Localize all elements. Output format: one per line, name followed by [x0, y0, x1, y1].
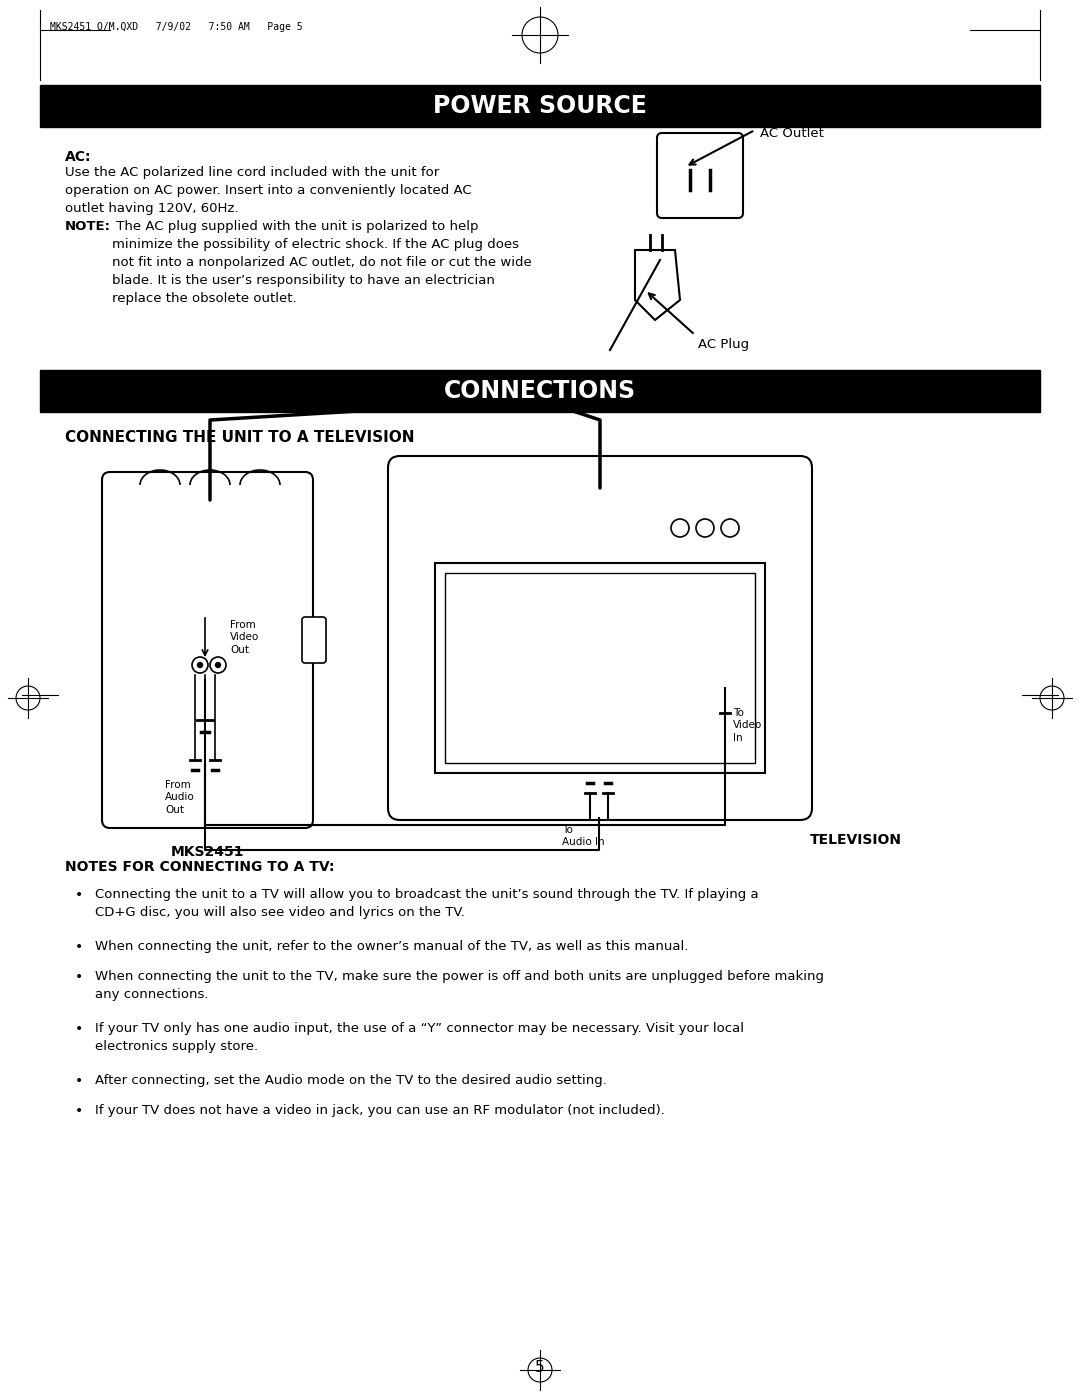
Bar [445, 573, 755, 763]
Bar [435, 563, 765, 773]
FancyBboxPatch shape [102, 472, 313, 828]
Text: After connecting, set the Audio mode on the TV to the desired audio setting.: After connecting, set the Audio mode on … [95, 1074, 607, 1087]
Text: To
Audio In: To Audio In [562, 826, 605, 848]
Text: MKS2451 O/M.QXD   7/9/02   7:50 AM   Page 5: MKS2451 O/M.QXD 7/9/02 7:50 AM Page 5 [50, 22, 302, 32]
Text: •: • [75, 888, 83, 902]
Text: •: • [75, 940, 83, 954]
Circle shape [216, 662, 220, 668]
Text: When connecting the unit, refer to the owner’s manual of the TV, as well as this: When connecting the unit, refer to the o… [95, 940, 688, 953]
Text: To
Video
In: To Video In [733, 708, 762, 743]
Text: From
Video
Out: From Video Out [230, 620, 259, 655]
Text: 5: 5 [536, 1361, 544, 1375]
Text: The AC plug supplied with the unit is polarized to help
minimize the possibility: The AC plug supplied with the unit is po… [112, 219, 531, 305]
FancyBboxPatch shape [388, 455, 812, 820]
Bar [40, 370, 1040, 412]
Bar [40, 85, 1040, 127]
Circle shape [198, 662, 203, 668]
Text: POWER SOURCE: POWER SOURCE [433, 94, 647, 117]
Text: NOTE:: NOTE: [65, 219, 111, 233]
Text: If your TV does not have a video in jack, you can use an RF modulator (not inclu: If your TV does not have a video in jack… [95, 1104, 665, 1118]
Text: •: • [75, 970, 83, 983]
FancyBboxPatch shape [302, 617, 326, 664]
Text: When connecting the unit to the TV, make sure the power is off and both units ar: When connecting the unit to the TV, make… [95, 970, 824, 1002]
Text: Use the AC polarized line cord included with the unit for
operation on AC power.: Use the AC polarized line cord included … [65, 166, 472, 215]
Text: CONNECTING THE UNIT TO A TELEVISION: CONNECTING THE UNIT TO A TELEVISION [65, 430, 415, 446]
Text: AC Plug: AC Plug [698, 338, 750, 351]
Text: AC Outlet: AC Outlet [760, 127, 824, 140]
Text: •: • [75, 1023, 83, 1037]
Text: CONNECTIONS: CONNECTIONS [444, 379, 636, 402]
Text: AC:: AC: [65, 149, 92, 163]
Text: •: • [75, 1074, 83, 1088]
Text: NOTES FOR CONNECTING TO A TV:: NOTES FOR CONNECTING TO A TV: [65, 861, 335, 875]
Text: •: • [75, 1104, 83, 1118]
Text: TELEVISION: TELEVISION [810, 833, 902, 847]
Polygon shape [635, 250, 680, 320]
FancyBboxPatch shape [657, 133, 743, 218]
Text: If your TV only has one audio input, the use of a “Y” connector may be necessary: If your TV only has one audio input, the… [95, 1023, 744, 1053]
Text: From
Audio
Out: From Audio Out [165, 780, 194, 814]
Text: MKS2451: MKS2451 [171, 845, 244, 859]
Text: Connecting the unit to a TV will allow you to broadcast the unit’s sound through: Connecting the unit to a TV will allow y… [95, 888, 758, 919]
